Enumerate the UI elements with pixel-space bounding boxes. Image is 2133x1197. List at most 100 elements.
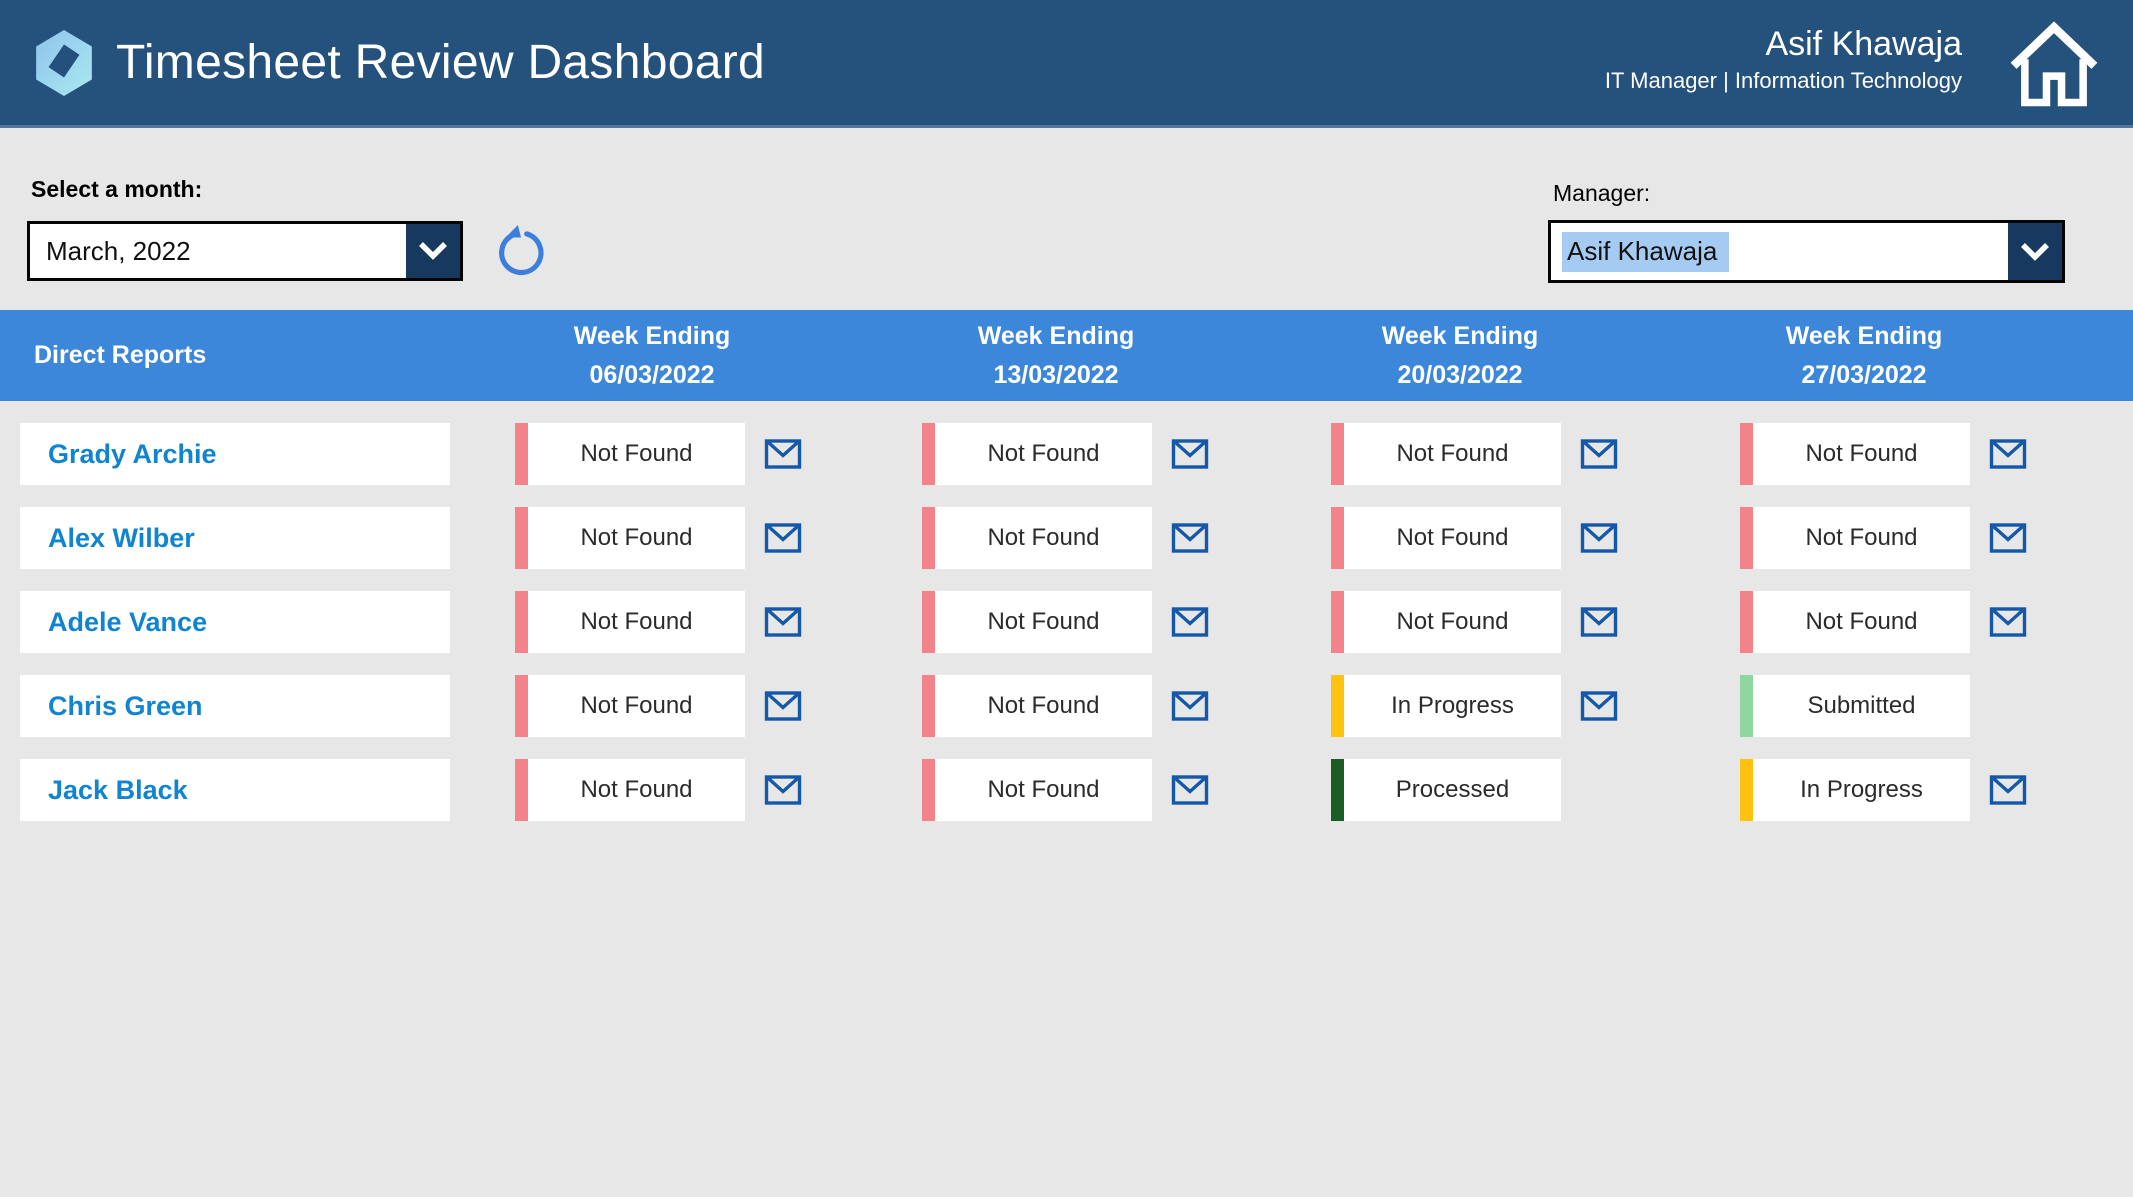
status-label: Not Found xyxy=(580,776,693,803)
chevron-down-icon[interactable] xyxy=(2008,223,2062,280)
manager-dropdown[interactable]: Asif Khawaja xyxy=(1548,220,2065,283)
month-dropdown[interactable]: March, 2022 xyxy=(27,221,463,281)
status-color-bar xyxy=(1740,423,1753,485)
status-color-bar xyxy=(1331,675,1344,737)
status-label: Processed xyxy=(1395,776,1510,803)
column-header-week-1: Week Ending 06/03/2022 xyxy=(502,310,802,401)
timesheet-status-cell: Not Found xyxy=(1331,591,1561,653)
status-label: Not Found xyxy=(1396,524,1509,551)
email-envelope-icon[interactable] xyxy=(1988,770,2028,810)
email-envelope-icon[interactable] xyxy=(1579,602,1619,642)
timesheet-status-cell: Not Found xyxy=(515,591,745,653)
status-label: Not Found xyxy=(580,608,693,635)
direct-report-name[interactable]: Chris Green xyxy=(48,690,203,721)
status-color-bar xyxy=(515,423,528,485)
status-label: Not Found xyxy=(1805,608,1918,635)
status-label: Not Found xyxy=(1396,440,1509,467)
table-header-row: Direct Reports Week Ending 06/03/2022 We… xyxy=(0,310,2133,401)
timesheet-status-cell: Not Found xyxy=(1740,507,1970,569)
status-color-bar xyxy=(515,591,528,653)
status-label: Not Found xyxy=(987,608,1100,635)
timesheet-status-cell: Not Found xyxy=(1331,423,1561,485)
timesheet-status-cell: Not Found xyxy=(1740,591,1970,653)
status-label: Not Found xyxy=(987,692,1100,719)
status-color-bar xyxy=(922,675,935,737)
column-header-week-3: Week Ending 20/03/2022 xyxy=(1310,310,1610,401)
week-ending-label: Week Ending xyxy=(573,321,731,350)
email-envelope-icon[interactable] xyxy=(1988,434,2028,474)
week-ending-label: Week Ending xyxy=(1381,321,1539,350)
email-envelope-icon[interactable] xyxy=(1170,770,1210,810)
status-label: Not Found xyxy=(580,524,693,551)
direct-report-row: Grady Archie xyxy=(20,423,450,485)
user-role: IT Manager | Information Technology xyxy=(1604,67,1962,93)
email-envelope-icon[interactable] xyxy=(1579,518,1619,558)
month-dropdown-value: March, 2022 xyxy=(46,235,191,266)
timesheet-status-cell: Not Found xyxy=(515,507,745,569)
manager-dropdown-value: Asif Khawaja xyxy=(1562,231,1730,272)
timesheet-status-cell: Not Found xyxy=(922,759,1152,821)
month-filter-label: Select a month: xyxy=(31,176,203,202)
status-color-bar xyxy=(1740,759,1753,821)
status-color-bar xyxy=(922,507,935,569)
status-label: Submitted xyxy=(1807,692,1916,719)
email-envelope-icon[interactable] xyxy=(1170,518,1210,558)
refresh-icon[interactable] xyxy=(494,222,548,280)
page-title: Timesheet Review Dashboard xyxy=(116,36,765,89)
email-envelope-icon[interactable] xyxy=(763,686,803,726)
timesheet-status-cell: Submitted xyxy=(1740,675,1970,737)
email-envelope-icon[interactable] xyxy=(1988,602,2028,642)
timesheet-status-cell: Not Found xyxy=(1331,507,1561,569)
user-info: Asif Khawaja IT Manager | Information Te… xyxy=(1605,24,1962,97)
status-label: Not Found xyxy=(987,440,1100,467)
email-envelope-icon[interactable] xyxy=(1170,686,1210,726)
column-header-direct-reports: Direct Reports xyxy=(34,341,207,369)
email-envelope-icon[interactable] xyxy=(1579,434,1619,474)
status-label: Not Found xyxy=(580,440,693,467)
status-label: In Progress xyxy=(1391,692,1514,719)
chevron-down-icon[interactable] xyxy=(406,224,460,278)
status-color-bar xyxy=(515,759,528,821)
home-icon[interactable] xyxy=(2007,16,2101,110)
app-header-bar: Timesheet Review Dashboard Asif Khawaja … xyxy=(0,0,2133,128)
timesheet-status-cell: Not Found xyxy=(515,675,745,737)
status-color-bar xyxy=(922,591,935,653)
status-color-bar xyxy=(1331,507,1344,569)
timesheet-status-cell: Not Found xyxy=(922,675,1152,737)
status-color-bar xyxy=(922,423,935,485)
status-color-bar xyxy=(515,507,528,569)
status-color-bar xyxy=(1740,507,1753,569)
week-ending-date: 20/03/2022 xyxy=(1397,360,1523,389)
user-name: Asif Khawaja xyxy=(1765,25,1962,63)
email-envelope-icon[interactable] xyxy=(763,518,803,558)
timesheet-status-cell: Not Found xyxy=(1740,423,1970,485)
email-envelope-icon[interactable] xyxy=(1170,434,1210,474)
status-label: Not Found xyxy=(1396,608,1509,635)
timesheet-status-cell: Not Found xyxy=(922,507,1152,569)
email-envelope-icon[interactable] xyxy=(1170,602,1210,642)
direct-report-row: Alex Wilber xyxy=(20,507,450,569)
column-header-week-4: Week Ending 27/03/2022 xyxy=(1714,310,2014,401)
week-ending-date: 06/03/2022 xyxy=(589,360,715,389)
manager-filter-label: Manager: xyxy=(1553,180,1651,206)
email-envelope-icon[interactable] xyxy=(1579,686,1619,726)
email-envelope-icon[interactable] xyxy=(763,770,803,810)
email-envelope-icon[interactable] xyxy=(763,602,803,642)
direct-report-name[interactable]: Jack Black xyxy=(48,774,188,805)
direct-report-row: Adele Vance xyxy=(20,591,450,653)
status-color-bar xyxy=(1740,591,1753,653)
status-color-bar xyxy=(1331,759,1344,821)
direct-report-name[interactable]: Adele Vance xyxy=(48,606,208,637)
email-envelope-icon[interactable] xyxy=(763,434,803,474)
status-color-bar xyxy=(1331,591,1344,653)
email-envelope-icon[interactable] xyxy=(1988,518,2028,558)
status-label: Not Found xyxy=(580,692,693,719)
timesheet-status-cell: Not Found xyxy=(922,591,1152,653)
status-label: Not Found xyxy=(987,776,1100,803)
week-ending-date: 13/03/2022 xyxy=(993,360,1119,389)
direct-report-name[interactable]: Grady Archie xyxy=(48,438,217,469)
timesheet-status-cell: Not Found xyxy=(922,423,1152,485)
direct-report-row: Chris Green xyxy=(20,675,450,737)
direct-report-name[interactable]: Alex Wilber xyxy=(48,522,195,553)
